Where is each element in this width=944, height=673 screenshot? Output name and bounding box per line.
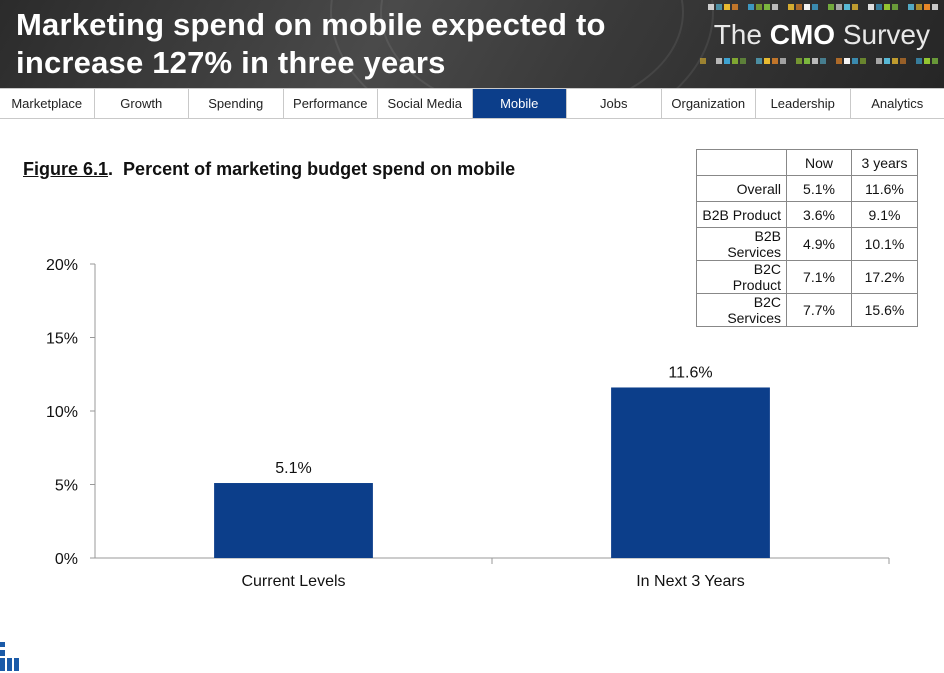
x-category-label: In Next 3 Years bbox=[636, 573, 745, 590]
headline-line-1: Marketing spend on mobile expected to bbox=[16, 7, 606, 42]
table-row-label: Overall bbox=[696, 175, 787, 202]
table-header-cell: 3 years bbox=[851, 149, 918, 176]
bar bbox=[611, 387, 770, 558]
table-cell-3-years: 10.1% bbox=[851, 227, 918, 261]
brand-logo: The CMO Survey bbox=[714, 19, 930, 51]
table-row-label: B2B Services bbox=[696, 227, 787, 261]
tab-organization[interactable]: Organization bbox=[662, 89, 756, 118]
table-row: B2B Services 4.9% 10.1% bbox=[696, 227, 918, 261]
y-tick-label: 0% bbox=[55, 551, 78, 568]
brand-pixel-strip-top bbox=[700, 4, 940, 10]
brand-prefix: The bbox=[713, 19, 770, 50]
tab-analytics[interactable]: Analytics bbox=[871, 96, 924, 111]
page-headline: Marketing spend on mobile expected to in… bbox=[16, 6, 606, 82]
y-tick-label: 10% bbox=[46, 404, 78, 421]
figure-caption: Percent of marketing budget spend on mob… bbox=[123, 159, 516, 179]
y-tick-label: 15% bbox=[46, 331, 78, 348]
tab-marketplace[interactable]: Marketplace bbox=[0, 89, 95, 118]
tab-social-media[interactable]: Social Media bbox=[378, 89, 473, 118]
tab-spending[interactable]: Spending bbox=[189, 89, 284, 118]
table-row: B2B Product 3.6% 9.1% bbox=[696, 201, 918, 228]
y-tick-label: 20% bbox=[46, 257, 78, 274]
table-row: B2C Product 7.1% 17.2% bbox=[696, 260, 918, 294]
table-cell-now: 4.9% bbox=[786, 227, 852, 261]
tab-leadership[interactable]: Leadership bbox=[756, 89, 851, 118]
figure-title: Figure 6.1. Percent of marketing budget … bbox=[23, 159, 516, 179]
brand-bold: CMO bbox=[769, 19, 836, 50]
corner-logo-icon bbox=[0, 642, 20, 672]
budget-table: Now 3 years Overall 5.1% 11.6% B2B Produ… bbox=[696, 149, 918, 327]
figure-number: Figure 6.1 bbox=[23, 159, 109, 179]
brand-pixel-strip-bottom bbox=[700, 58, 940, 64]
table-row: B2C Services 7.7% 15.6% bbox=[696, 293, 918, 327]
tab-growth[interactable]: Growth bbox=[95, 89, 189, 118]
tab-mobile[interactable]: Mobile bbox=[472, 89, 567, 118]
bar-data-label: 11.6% bbox=[668, 364, 712, 381]
nav-tab-bar: Marketplace Growth Spending Performance Soci… bbox=[0, 88, 944, 119]
table-cell-3-years: 15.6% bbox=[851, 293, 918, 327]
x-category-label: Current Levels bbox=[241, 573, 345, 590]
brand-suffix: Survey bbox=[835, 19, 930, 50]
table-cell-now: 7.7% bbox=[786, 293, 852, 327]
bar-data-label: 5.1% bbox=[275, 460, 311, 477]
bar bbox=[214, 483, 373, 558]
tab-jobs[interactable]: Jobs bbox=[567, 89, 662, 118]
headline-line-2: increase 127% in three years bbox=[16, 45, 446, 80]
table-cell-3-years: 11.6% bbox=[851, 175, 918, 202]
table-header-row: Now 3 years bbox=[696, 149, 918, 176]
table-row: Overall 5.1% 11.6% bbox=[696, 175, 918, 202]
table-cell-3-years: 17.2% bbox=[851, 260, 918, 294]
header-banner: Marketing spend on mobile expected to in… bbox=[0, 0, 944, 88]
table-row-label: B2C Services bbox=[696, 293, 787, 327]
tab-performance[interactable]: Performance bbox=[284, 89, 378, 118]
y-tick-label: 5% bbox=[55, 478, 78, 495]
table-cell-now: 5.1% bbox=[786, 175, 852, 202]
